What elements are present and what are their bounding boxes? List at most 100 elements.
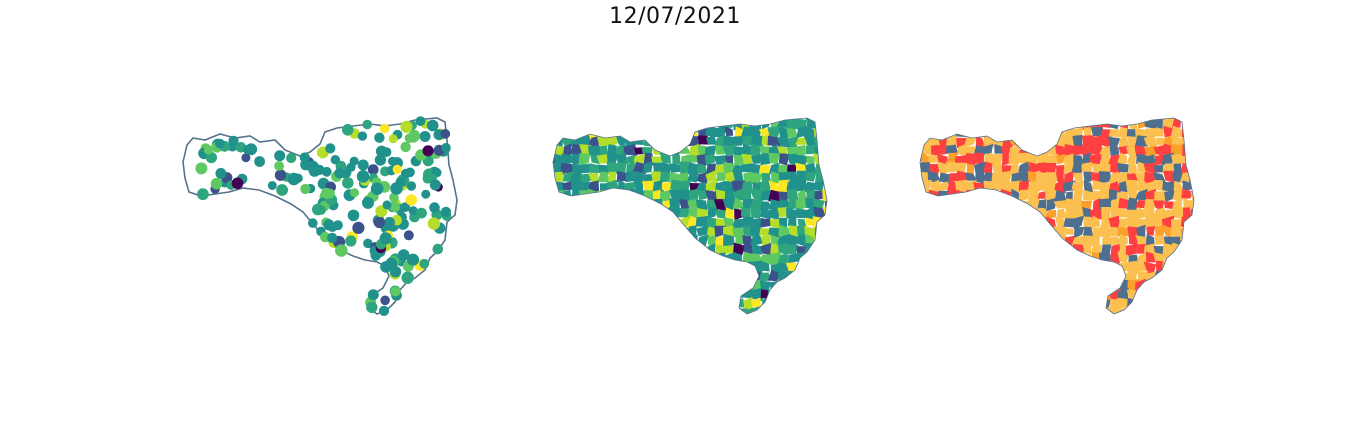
municipality-marker [400,120,413,133]
category-cell [1181,270,1193,282]
category-cell [972,271,986,282]
choropleth-cell [642,252,653,265]
category-cell [955,279,968,292]
choropleth-cell [713,263,727,275]
category-cell [1136,207,1147,220]
category-cell [1209,117,1212,129]
choropleth-cell [661,306,672,314]
category-cell [1120,325,1129,330]
choropleth-cell [759,207,772,220]
category-regions [920,117,1212,330]
choropleth-cell [733,260,745,274]
category-cell [1071,273,1086,283]
category-cell [972,296,986,309]
category-cell [1091,279,1102,290]
category-cell [1019,226,1032,237]
choropleth-cell [596,242,609,257]
category-cell [1072,298,1084,308]
category-cell [1208,164,1212,173]
choropleth-cell [722,118,736,121]
category-cell [1100,264,1110,274]
category-cell [1045,127,1059,139]
choropleth-cell [668,118,682,122]
category-cell [1008,280,1022,290]
choropleth-cell [561,305,574,314]
choropleth-cell [725,278,736,291]
category-cell [1100,316,1110,327]
category-cell [1100,118,1112,120]
choropleth-cell [597,208,608,220]
choropleth-cell [831,225,841,237]
municipality-marker [203,145,214,155]
category-cell [920,118,933,130]
municipality-marker [231,177,244,190]
category-cell [1054,118,1066,131]
choropleth-cell [608,307,617,314]
category-cell [939,118,951,130]
choropleth-cell [561,297,574,309]
choropleth-cell [822,298,827,310]
choropleth-cell [589,315,599,325]
choropleth-cell [840,325,845,330]
category-cell [1171,262,1183,273]
category-cell [964,118,976,129]
municipality-marker [390,182,403,195]
category-cell [928,269,941,282]
choropleth-cell [614,234,628,248]
category-cell [928,118,942,121]
category-border [919,117,1195,315]
category-cell [1063,118,1076,121]
category-cell [1036,296,1048,311]
category-cell [966,198,977,211]
category-cell [939,118,950,122]
choropleth-cell [615,227,627,238]
municipality-marker [241,153,251,163]
choropleth-cell [608,118,619,119]
category-cell [1018,252,1031,266]
choropleth-cell [660,287,672,302]
category-cell [1027,118,1040,120]
choropleth-cell [607,327,618,330]
category-cell [1055,171,1065,183]
choropleth-cell [553,136,555,148]
choropleth-cell [794,298,806,310]
category-cell [1071,144,1084,156]
category-cell [937,243,951,257]
category-cell [972,190,985,203]
choropleth-cell [599,318,608,328]
choropleth-cell [643,287,654,302]
category-cell [1162,307,1175,314]
category-cell [1107,136,1121,147]
choropleth-cell [723,315,734,327]
choropleth-cell [751,154,764,164]
municipality-marker [300,183,311,195]
category-cell [1190,326,1201,330]
category-cell [1083,245,1092,254]
choropleth-cell [569,242,582,257]
category-cell [963,225,974,239]
category-cell [1117,251,1129,263]
category-cell [1207,245,1212,255]
category-cell [920,118,922,122]
category-cell [1189,233,1194,245]
choropleth-cell [615,289,627,302]
category-cell [990,198,1004,211]
category-cell [1027,251,1040,263]
category-cell [920,198,921,209]
category-cell [963,306,976,314]
choropleth-cell [553,272,564,282]
category-cell [1082,253,1094,264]
category-cell [1054,190,1066,203]
choropleth-cell [660,278,673,291]
category-cell [1044,261,1058,274]
choropleth-cell [679,245,691,256]
category-map-svg [919,117,1212,330]
category-cell [1198,137,1209,148]
choropleth-cell [708,315,717,324]
category-cell [1072,262,1085,273]
category-cell [1144,145,1157,158]
category-cell [991,215,1004,226]
category-cell [920,128,933,138]
choropleth-cell [625,290,637,302]
category-cell [1089,215,1101,229]
